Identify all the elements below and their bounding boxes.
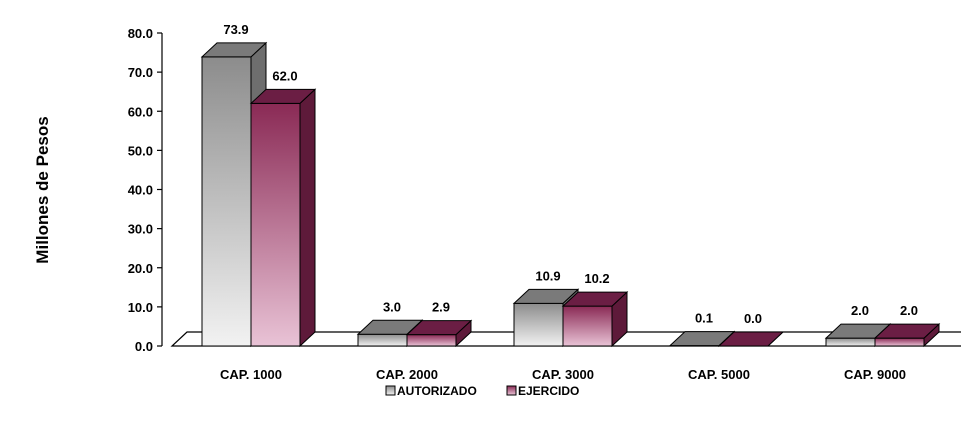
y-tick-label: 70.0 <box>128 65 153 80</box>
data-label: 10.9 <box>535 268 560 283</box>
y-tick-label: 0.0 <box>135 339 153 354</box>
x-tick-label: CAP. 3000 <box>532 367 594 382</box>
bar-ejercido <box>561 290 629 348</box>
bar-top <box>561 291 629 307</box>
data-label: 2.0 <box>851 303 869 318</box>
data-label: 73.9 <box>223 22 248 37</box>
bar-front <box>825 337 876 347</box>
bar-top <box>405 320 473 336</box>
bar-top <box>200 42 268 58</box>
x-tick-label: CAP. 2000 <box>376 367 438 382</box>
y-tick-label: 10.0 <box>128 300 153 315</box>
y-tick-label: 20.0 <box>128 261 153 276</box>
x-tick-label: CAP. 9000 <box>844 367 906 382</box>
legend-label: AUTORIZADO <box>397 384 477 398</box>
y-axis-title: Millones de Pesos <box>33 116 52 263</box>
bar-ejercido <box>717 331 785 347</box>
bar-top <box>249 88 317 104</box>
y-tick-label: 30.0 <box>128 222 153 237</box>
legend-item-ejercido: EJERCIDO <box>506 384 579 398</box>
bars <box>200 41 941 348</box>
y-tick-label: 80.0 <box>128 26 153 41</box>
bar-top <box>512 288 580 304</box>
bar-side <box>299 88 316 348</box>
bar-front <box>513 302 564 347</box>
data-labels: 73.9 62.0 3.0 2.9 10.9 10.2 0.1 0.0 2.0 2.0 <box>223 22 918 326</box>
y-tick-label: 40.0 <box>128 183 153 198</box>
data-label: 0.0 <box>744 311 762 326</box>
data-label: 3.0 <box>383 299 401 314</box>
bar-ejercido <box>249 88 317 348</box>
bar-front <box>874 337 925 347</box>
legend-item-autorizado: AUTORIZADO <box>385 384 477 398</box>
x-axis: CAP. 1000 CAP. 2000 CAP. 3000 CAP. 5000 CAP.… <box>220 367 906 382</box>
data-label: 0.1 <box>695 311 713 326</box>
bar-front <box>250 102 301 347</box>
x-tick-label: CAP. 1000 <box>220 367 282 382</box>
data-label: 10.2 <box>584 271 609 286</box>
legend-swatch <box>385 385 396 396</box>
bar-top <box>717 331 785 347</box>
y-tick-label: 60.0 <box>128 104 153 119</box>
data-label: 62.0 <box>272 68 297 83</box>
y-tick-label: 50.0 <box>128 143 153 158</box>
bar-top <box>873 323 941 339</box>
legend-label: EJERCIDO <box>518 384 579 398</box>
legend-swatch <box>506 385 517 396</box>
bar-front <box>562 305 613 347</box>
bar-autorizado <box>512 288 580 348</box>
legend: AUTORIZADO EJERCIDO <box>385 384 579 398</box>
bar-front <box>357 333 408 347</box>
x-tick-label: CAP. 5000 <box>688 367 750 382</box>
bar-ejercido <box>405 319 473 348</box>
bar-front <box>201 56 252 347</box>
data-label: 2.0 <box>900 303 918 318</box>
data-label: 2.9 <box>432 300 450 315</box>
y-axis: 0.0 10.0 20.0 30.0 40.0 50.0 60.0 70.0 80.0 <box>128 26 163 354</box>
bar-ejercido <box>873 323 941 348</box>
bar-front <box>406 334 457 347</box>
